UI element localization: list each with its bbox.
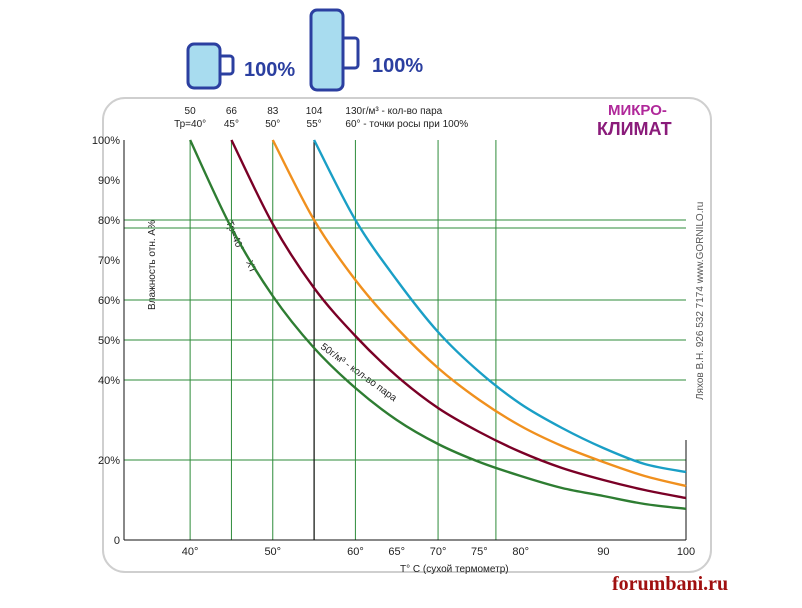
x-tick-label-0: 40° bbox=[182, 546, 199, 558]
chart-frame bbox=[102, 97, 712, 573]
x-axis-label: T° C (сухой термометр) bbox=[400, 564, 509, 575]
top-tick-label-b-3: 55° bbox=[307, 119, 322, 130]
grid-lines bbox=[124, 140, 686, 540]
x-tick-label-8: 100 bbox=[677, 546, 695, 558]
y-tick-labels: 0 20% 40% 50% 60% 70% 80% 90% 100% bbox=[92, 135, 120, 547]
mug-large-icon bbox=[309, 8, 360, 92]
badge-label-2: 100% bbox=[372, 55, 423, 77]
axes bbox=[123, 140, 687, 541]
x-tick-labels: 40° 50° 60° 65° 70° 75° 80° 90 100 bbox=[182, 546, 695, 558]
top-tick-label-b-2: 50° bbox=[265, 119, 280, 130]
watermark: forumbani.ru bbox=[612, 573, 728, 595]
logo-line-1: МИКРО- bbox=[608, 102, 667, 119]
side-contact-text: Ляхов В.Н. 926 532 7174 www.GORNILO.ru bbox=[695, 202, 706, 400]
series-line-0 bbox=[189, 139, 687, 510]
x-tick-label-2: 60° bbox=[347, 546, 364, 558]
y-tick-label-5: 70% bbox=[98, 255, 120, 267]
y-axis-label: Влажность отн. А% bbox=[147, 220, 158, 310]
x-tick-label-7: 90 bbox=[597, 546, 609, 558]
x-tick-label-5: 75° bbox=[471, 546, 488, 558]
y-tick-label-6: 80% bbox=[98, 215, 120, 227]
y-tick-label-8: 100% bbox=[92, 135, 120, 147]
y-tick-label-1: 20% bbox=[98, 455, 120, 467]
y-tick-label-3: 50% bbox=[98, 335, 120, 347]
mug-small-icon bbox=[186, 42, 235, 90]
annotation-xt: ХТ bbox=[243, 259, 258, 275]
top-tick-label-b-0: Тр=40° bbox=[174, 119, 206, 130]
top-tick-label-a-3: 104 bbox=[306, 106, 323, 117]
series-line-3 bbox=[313, 139, 687, 474]
x-tick-label-1: 50° bbox=[264, 546, 281, 558]
series-line-1 bbox=[230, 139, 687, 500]
top-tick-labels: 50 Тр=40° 66 45° 83 50° 104 55° 130г/м³ - кол-во… bbox=[174, 106, 468, 130]
curves bbox=[189, 139, 687, 510]
top-tick-label-a-1: 66 bbox=[226, 106, 238, 117]
top-tick-label-b-1: 45° bbox=[224, 119, 239, 130]
top-tick-label-a-2: 83 bbox=[267, 106, 279, 117]
x-tick-label-4: 70° bbox=[430, 546, 447, 558]
top-tick-label-a-0: 50 bbox=[185, 106, 197, 117]
y-tick-label-7: 90% bbox=[98, 175, 120, 187]
y-tick-label-0: 0 bbox=[114, 535, 120, 547]
x-tick-label-3: 65° bbox=[388, 546, 405, 558]
top-tick-label-b-4: 60° - точки росы при 100% bbox=[345, 119, 468, 130]
y-tick-label-2: 40% bbox=[98, 375, 120, 387]
y-tick-label-4: 60% bbox=[98, 295, 120, 307]
badge-label-1: 100% bbox=[244, 59, 295, 81]
top-tick-label-a-4: 130г/м³ - кол-во пара bbox=[345, 106, 442, 117]
logo-line-2: КЛИМАТ bbox=[597, 119, 672, 139]
x-tick-label-6: 80° bbox=[512, 546, 529, 558]
series-line-2 bbox=[271, 139, 687, 488]
